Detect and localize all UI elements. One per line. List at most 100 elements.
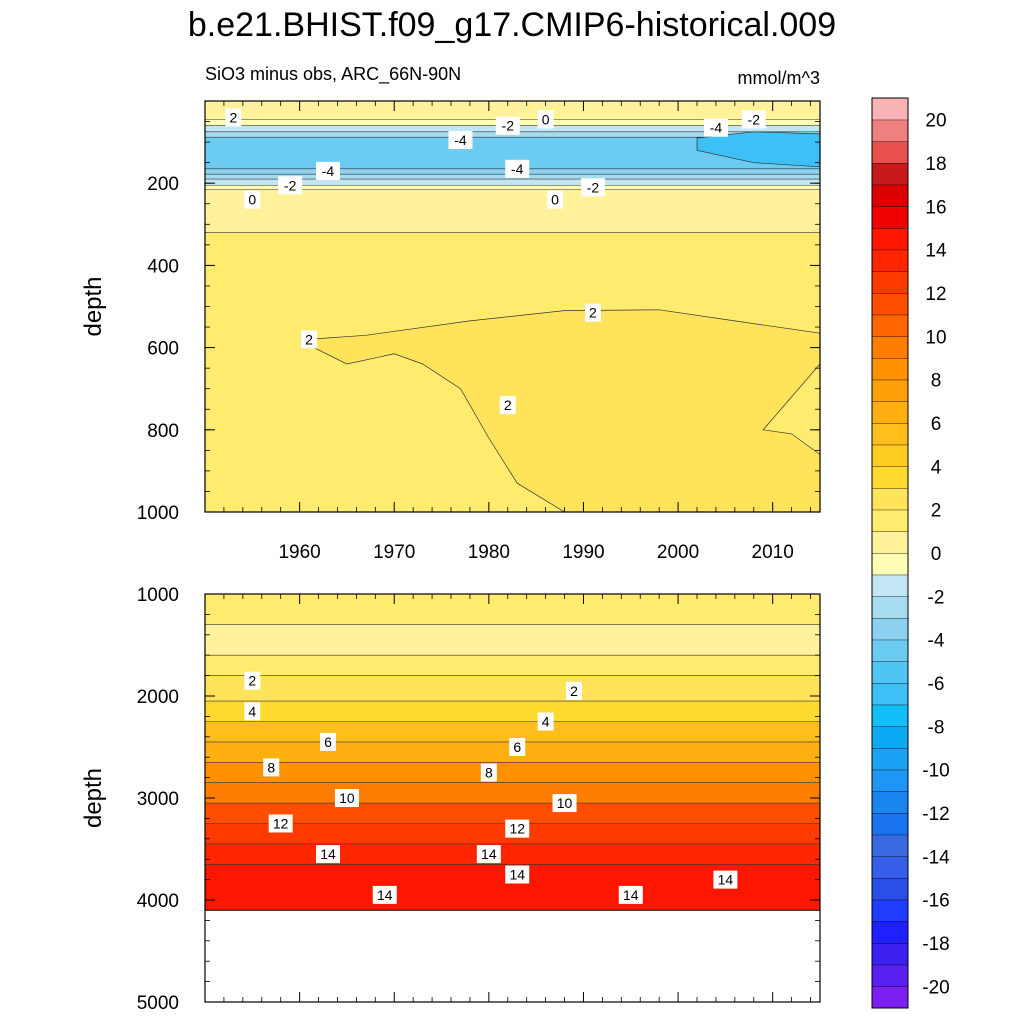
contour-band: [205, 189, 820, 233]
colorbar-label: 20: [925, 111, 946, 132]
colorbar-label: 4: [931, 457, 942, 478]
contour-label: 14: [481, 846, 497, 862]
x-tick-label: 2010: [752, 542, 794, 563]
contour-label-bg: [547, 190, 564, 209]
colorbar-cell: [871, 726, 909, 749]
lower-panel: 2 4 6 8 10 12 14 14 14 14 12 10 8 6 4 2 14 14 1000 2000 3000…: [80, 585, 821, 1014]
colorbar-cell: [871, 336, 909, 359]
contour-band: [205, 701, 820, 722]
contour-label: 12: [273, 816, 289, 832]
colorbar-cell: [871, 162, 909, 186]
colorbar-cell: [871, 812, 909, 836]
contour-label-bg: [263, 758, 280, 777]
contour-label: 2: [504, 397, 512, 413]
colorbar-cell: [871, 596, 909, 619]
contour-label-bg: [495, 116, 520, 135]
contour-band: [205, 762, 820, 783]
contour-label-bg: [476, 845, 501, 864]
x-tick-label: 1980: [468, 542, 510, 563]
colorbar-cell: [871, 899, 909, 922]
colorbar-cell: [871, 552, 909, 576]
colorbar-frame: [871, 97, 909, 1009]
contour-band: [205, 101, 820, 120]
contour-label: -2: [284, 177, 297, 193]
colorbar-cell: [871, 271, 909, 294]
x-tick-label: 1960: [278, 542, 320, 563]
contour-label-bg: [278, 176, 303, 195]
contour-label-bg: [316, 845, 340, 864]
colorbar-label: -4: [928, 631, 945, 652]
contour-label: 4: [248, 703, 256, 719]
contour-label-bg: [301, 330, 318, 349]
x-tick-label: 1970: [373, 542, 415, 563]
contour-label: -4: [322, 163, 335, 179]
colorbar-cell: [871, 661, 909, 684]
colorbar-cell: [871, 682, 909, 706]
colorbar-cell: [871, 747, 909, 771]
colorbar-cell: [871, 942, 909, 966]
y-tick-label: 3000: [137, 789, 179, 810]
contour-band: [205, 843, 820, 865]
contour-label: -2: [502, 118, 515, 134]
colorbar-cell: [871, 444, 909, 467]
colorbar-cell: [871, 617, 909, 641]
figure-title: b.e21.BHIST.f09_g17.CMIP6-historical.009: [188, 6, 836, 44]
contour-label-bg: [537, 712, 554, 731]
contour-label-bg: [448, 131, 473, 150]
contour-label-bg: [509, 738, 526, 756]
contour-band: [205, 675, 820, 702]
y-tick-label: 1000: [137, 585, 179, 606]
colorbar: -20-18-16-14-12-10-8-6-4-202468101214161…: [871, 97, 950, 1009]
upper-panel: 2 -4 -2 0 -4 -2 0 -4 -2 0 -4 -2 2 2 2 200 400 600 800 1000 1…: [80, 100, 821, 563]
contour-label: 2: [570, 683, 578, 699]
contour-label-bg: [552, 794, 577, 813]
colorbar-cell: [871, 141, 909, 164]
colorbar-cell: [871, 466, 909, 489]
colorbar-label: 12: [925, 284, 946, 305]
colorbar-label: -16: [922, 891, 949, 912]
contour-label: 14: [509, 867, 525, 883]
contour-label-bg: [316, 161, 340, 180]
colorbar-cell: [871, 574, 909, 597]
colorbar-label: 0: [931, 544, 942, 565]
colorbar-label: 2: [931, 501, 942, 522]
contour-label: 8: [485, 765, 493, 781]
colorbar-cell: [871, 357, 909, 381]
contour-label-bg: [741, 110, 766, 129]
colorbar-label: -6: [928, 674, 945, 695]
colorbar-label: -20: [922, 977, 949, 998]
colorbar-cell: [871, 314, 909, 337]
contour-label-bg: [713, 870, 738, 889]
colorbar-label: 16: [925, 197, 946, 218]
contour-label-bg: [505, 159, 530, 178]
contour-label: 0: [248, 192, 256, 208]
contour-label: -4: [511, 161, 524, 177]
contour-label: -4: [454, 132, 467, 148]
contour-band: [205, 655, 820, 676]
contour-label-bg: [244, 190, 261, 209]
contour-band: [205, 721, 820, 742]
colorbar-cell: [871, 487, 909, 511]
contour-label: 10: [339, 790, 355, 806]
colorbar-cell: [871, 249, 909, 272]
contour-band: [205, 803, 820, 824]
contour-label-bg: [566, 681, 582, 700]
contour-label: 12: [509, 821, 525, 837]
colorbar-cell: [871, 704, 909, 727]
colorbar-cell: [871, 227, 909, 251]
colorbar-label: -14: [922, 847, 950, 868]
contour-band: [205, 624, 820, 656]
contour-label: -4: [710, 120, 723, 136]
contour-label: 2: [248, 673, 256, 689]
contour-label: 10: [557, 795, 573, 811]
colorbar-cell: [871, 639, 909, 662]
contour-label-bg: [244, 671, 261, 690]
contour-label-bg: [480, 763, 497, 782]
y-tick-label: 1000: [137, 503, 179, 524]
colorbar-cell: [871, 292, 909, 316]
colorbar-cell: [871, 834, 909, 857]
y-tick-label: 5000: [137, 993, 179, 1014]
colorbar-label: 18: [925, 154, 946, 175]
contour-label: 2: [305, 331, 313, 347]
